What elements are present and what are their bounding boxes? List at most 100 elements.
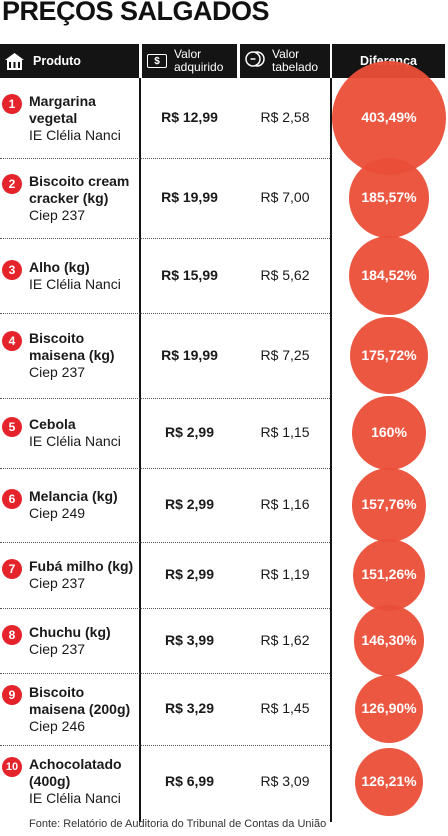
- valor-adquirido-cell: R$ 3,99: [164, 631, 215, 648]
- difference-bubble: [355, 747, 423, 816]
- valor-adquirido-cell: R$ 6,99: [164, 772, 215, 789]
- row-separator: [0, 542, 330, 544]
- house-icon: [4, 52, 25, 71]
- row-separator: [0, 608, 330, 610]
- rank-badge: 4: [2, 331, 22, 351]
- header-valor-tabelado-label: Valor tabelado: [272, 48, 318, 74]
- header-valor-adquirido-line1: Valor: [174, 47, 202, 61]
- row-separator: [0, 468, 330, 470]
- product-name: (400g): [29, 773, 71, 789]
- school-name: IE Clélia Nanci: [29, 790, 121, 806]
- valor-tabelado-cell: R$ 1,45: [260, 700, 310, 716]
- difference-bubble: [350, 316, 428, 395]
- difference-bubble: [349, 235, 429, 316]
- product-name: Alho (kg): [29, 258, 90, 275]
- valor-adquirido-cell: R$ 19,99: [161, 346, 218, 363]
- difference-bubble: [353, 539, 425, 611]
- diferenca-label: 160%: [371, 424, 407, 440]
- valor-adquirido-cell: R$ 12,99: [161, 109, 218, 125]
- product-name: Chuchu (kg): [29, 623, 111, 640]
- rank-badge: 10: [2, 757, 22, 777]
- coins-icon: [245, 50, 265, 73]
- diferenca-label: 146,30%: [361, 631, 417, 648]
- product-name: Cebola: [29, 416, 76, 432]
- diferenca-label: 126,90%: [361, 700, 417, 716]
- diferenca-label: 175,72%: [361, 346, 417, 363]
- school-name: IE Clélia Nanci: [29, 433, 121, 449]
- rank-badge: 3: [2, 259, 22, 280]
- difference-bubble: [349, 158, 429, 238]
- product-name: Biscoito: [29, 683, 85, 700]
- diferenca-label: 185,57%: [361, 189, 417, 205]
- rank-badge: 9: [2, 684, 22, 705]
- product-name: maisena (200g): [29, 700, 131, 717]
- school-name: Ciep 249: [29, 505, 86, 521]
- valor-adquirido-cell: R$ 2,99: [164, 424, 215, 440]
- valor-tabelado-cell: R$ 2,58: [260, 109, 310, 125]
- product-name: Fubá milho (kg): [29, 558, 134, 574]
- rank-badge: 6: [2, 489, 22, 509]
- school-name: IE Clélia Nanci: [29, 126, 121, 143]
- valor-tabelado-cell: R$ 1,19: [260, 566, 310, 582]
- row-separator: [0, 745, 330, 747]
- valor-tabelado-cell: R$ 7,00: [260, 189, 310, 205]
- diferenca-label: 126,21%: [361, 772, 417, 789]
- difference-bubble: [352, 396, 426, 470]
- product-name: maisena (kg): [29, 347, 115, 363]
- diferenca-label: 403,49%: [361, 109, 417, 125]
- valor-tabelado-cell: R$ 1,15: [260, 424, 310, 440]
- school-name: Ciep 237: [29, 206, 86, 223]
- valor-adquirido-cell: R$ 2,99: [164, 496, 215, 512]
- valor-adquirido-cell: R$ 19,99: [161, 189, 218, 205]
- diferenca-label: 157,76%: [361, 496, 417, 512]
- difference-bubble: [353, 605, 425, 676]
- diferenca-label: 151,26%: [361, 566, 417, 582]
- rank-badge: 8: [2, 624, 22, 645]
- product-name: Margarina: [29, 92, 96, 109]
- product-name: Biscoito: [29, 330, 85, 346]
- source-note: Fonte: Relatório de Auditoria do Tribuna…: [29, 818, 327, 830]
- rank-badge: 5: [2, 417, 22, 437]
- header-valor-adquirido: $ Valor adquirido: [142, 44, 237, 78]
- column-divider: [139, 78, 141, 822]
- school-name: Ciep 246: [29, 717, 86, 734]
- row-separator: [0, 313, 330, 315]
- valor-adquirido-cell: R$ 2,99: [164, 566, 215, 582]
- valor-tabelado-cell: R$ 1,16: [260, 496, 310, 512]
- product-name: vegetal: [29, 109, 78, 126]
- header-valor-adquirido-line2: adquirido: [174, 60, 224, 74]
- money-icon: $: [147, 54, 167, 68]
- valor-tabelado-cell: R$ 3,09: [260, 772, 310, 789]
- product-name: Achocolatado: [29, 756, 122, 772]
- header-valor-tabelado-line2: tabelado: [272, 60, 319, 74]
- valor-adquirido-cell: R$ 15,99: [161, 266, 218, 283]
- row-separator: [0, 398, 330, 400]
- valor-tabelado-cell: R$ 1,62: [260, 631, 310, 648]
- valor-adquirido-cell: R$ 3,29: [164, 700, 215, 716]
- difference-bubble: [332, 61, 446, 175]
- page-title: PREÇOS SALGADOS: [2, 0, 270, 26]
- header-produto-label: Produto: [33, 53, 81, 68]
- row-separator: [0, 238, 330, 240]
- school-name: Ciep 237: [29, 575, 86, 591]
- rank-badge: 2: [2, 173, 22, 194]
- school-name: Ciep 237: [29, 364, 86, 380]
- header-valor-tabelado-line1: Valor: [272, 47, 300, 61]
- school-name: Ciep 237: [29, 640, 86, 657]
- row-separator: [0, 158, 330, 160]
- column-divider: [330, 78, 332, 822]
- diferenca-label: 184,52%: [361, 266, 417, 283]
- header-valor-tabelado: Valor tabelado: [240, 44, 330, 78]
- header-produto: Produto: [0, 44, 139, 78]
- rank-badge: 7: [2, 559, 22, 579]
- difference-bubble: [352, 468, 426, 542]
- product-name: cracker (kg): [29, 189, 109, 206]
- school-name: IE Clélia Nanci: [29, 275, 121, 292]
- row-separator: [0, 673, 330, 675]
- difference-bubble: [355, 675, 423, 743]
- valor-tabelado-cell: R$ 5,62: [260, 266, 310, 283]
- product-name: Melancia (kg): [29, 488, 118, 504]
- valor-tabelado-cell: R$ 7,25: [260, 346, 310, 363]
- header-valor-adquirido-label: Valor adquirido: [174, 48, 223, 74]
- rank-badge: 1: [2, 93, 22, 114]
